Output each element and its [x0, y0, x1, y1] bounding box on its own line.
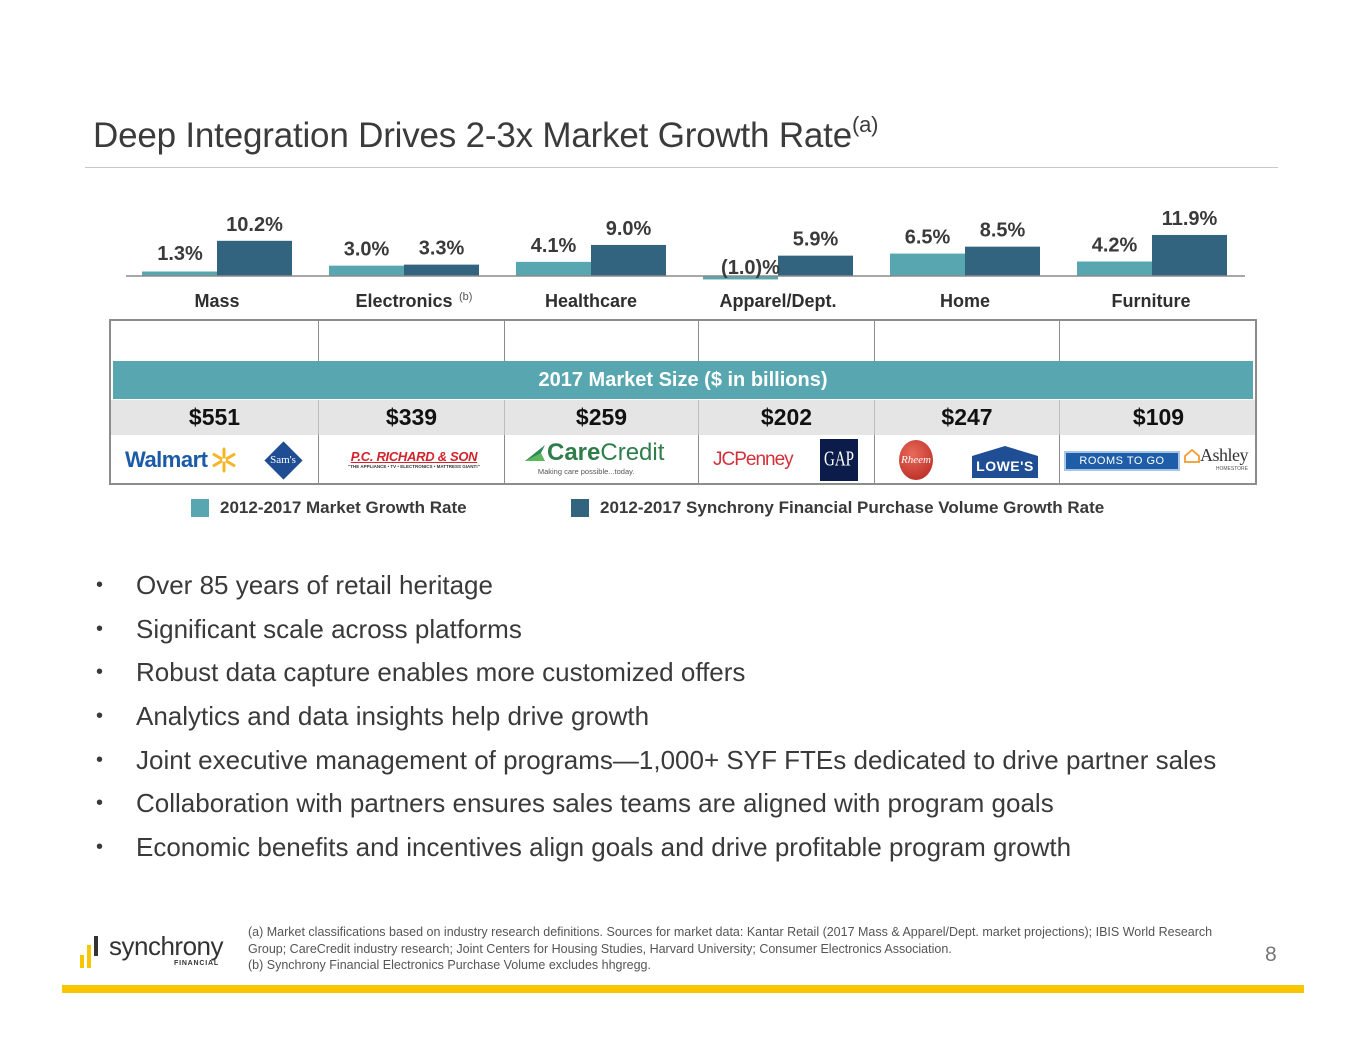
bullet-item: • Robust data capture enables more custom… [96, 653, 1216, 697]
rheem-logo: Rheem [899, 440, 933, 480]
data-label-apparel-dept-market: (1.0)% [721, 257, 780, 279]
legend-label-syf: 2012-2017 Synchrony Financial Purchase V… [600, 498, 1105, 517]
category-footnote-marker: (b) [459, 291, 472, 303]
market-size-apparel: $202 [699, 400, 875, 435]
bar-electronics-market [329, 265, 404, 276]
bullet-item: • Analytics and data insights help drive … [96, 697, 1216, 741]
data-label-home-market: 6.5% [905, 227, 951, 249]
footnote-a: (a) Market classifications based on indu… [248, 925, 1213, 956]
partner-cell-furniture: ROOMS TO GO Ashley HOMESTORE [1060, 435, 1257, 485]
table-header-cell [111, 321, 319, 361]
title-divider [85, 167, 1278, 168]
jcpenney-logo: JCPenney [713, 449, 794, 470]
slide-title: Deep Integration Drives 2-3x Market Grow… [93, 112, 878, 156]
bar-mass-market [142, 271, 217, 276]
category-label-electronics: Electronics [355, 291, 452, 311]
footnotes: (a) Market classifications based on indu… [248, 924, 1228, 974]
table-header-cell [1060, 321, 1257, 361]
category-label-healthcare: Healthcare [545, 291, 637, 311]
bar-home-market [890, 253, 965, 276]
partner-cell-home: Rheem LOWE'S [875, 435, 1060, 485]
walmart-logo: Walmart [125, 447, 237, 473]
partner-cell-electronics: P.C. RICHARD & SON "THE APPLIANCE • TV •… [319, 435, 505, 485]
data-label-electronics-market: 3.0% [344, 239, 390, 261]
bar-furniture-market [1077, 261, 1152, 276]
walmart-spark-icon [212, 447, 236, 473]
synchrony-logo: synchrony FINANCIAL [79, 931, 234, 971]
bullet-item: • Over 85 years of retail heritage [96, 566, 1216, 610]
bullet-item: • Joint executive management of programs—… [96, 741, 1216, 785]
legend-swatch-syf [571, 499, 589, 517]
ashley-house-icon [1184, 448, 1200, 463]
legend-swatch-market [191, 499, 209, 517]
title-footnote-marker: (a) [851, 112, 879, 137]
synchrony-bars-icon [80, 936, 98, 968]
data-label-furniture-market: 4.2% [1092, 235, 1138, 257]
bar-electronics-syf [404, 264, 479, 276]
market-size-band: 2017 Market Size ($ in billions) [113, 361, 1253, 399]
table-header-cell [875, 321, 1060, 361]
partner-cell-healthcare: Care Credit Making care possible...today. [505, 435, 699, 485]
bar-healthcare-market [516, 261, 591, 276]
market-size-row: $551 $339 $259 $202 $247 $109 [111, 400, 1255, 435]
bar-mass-syf [217, 240, 292, 276]
footnote-b: (b) Synchrony Financial Electronics Purc… [248, 958, 651, 972]
bar-furniture-syf [1152, 234, 1227, 276]
market-size-table: 2017 Market Size ($ in billions) $551 $3… [109, 319, 1257, 485]
sams-club-logo: Sam's [263, 440, 303, 480]
data-label-electronics-syf: 3.3% [419, 238, 465, 260]
bar-healthcare-syf [591, 244, 666, 276]
table-header-cell [319, 321, 505, 361]
market-size-furniture: $109 [1132, 404, 1185, 430]
category-label-home: Home [940, 291, 990, 311]
lowes-logo: LOWE'S [972, 444, 1038, 478]
ashley-homestore-logo: Ashley HOMESTORE [1184, 445, 1249, 472]
category-label-mass: Mass [194, 291, 239, 311]
page-number: 8 [1265, 943, 1277, 966]
pc-richard-logo: P.C. RICHARD & SON "THE APPLIANCE • TV •… [348, 449, 480, 469]
bar-apparel-dept-syf [778, 255, 853, 276]
table-header-cell [699, 321, 875, 361]
data-label-apparel-dept-syf: 5.9% [793, 229, 839, 251]
slide-title-text: Deep Integration Drives 2-3x Market Grow… [93, 116, 852, 155]
data-label-healthcare-market: 4.1% [531, 235, 577, 257]
growth-rate-bar-chart: 1.3% 10.2% 3.0% 3.3% 4.1% 9.0% (1.0)% 5.9% 6.5% 8… [126, 208, 1245, 311]
legend-item-market-growth: 2012-2017 Market Growth Rate [191, 498, 467, 518]
bullet-icon: • [96, 574, 104, 596]
bullet-icon: • [96, 617, 104, 640]
rooms-to-go-logo: ROOMS TO GO [1064, 451, 1180, 471]
carecredit-logo: Care Credit Making care possible...today. [523, 439, 664, 476]
market-size-healthcare: $259 [505, 400, 699, 435]
partner-logo-row: Walmart Sam's P.C. RICHARD & SON "THE AP… [111, 435, 1255, 485]
bar-apparel-dept-market [703, 276, 778, 280]
market-size-electronics: $339 [319, 400, 505, 435]
carecredit-leaf-icon [525, 445, 545, 461]
bar-home-syf [965, 246, 1040, 276]
data-label-healthcare-syf: 9.0% [606, 218, 652, 240]
data-label-mass-market: 1.3% [157, 243, 203, 265]
bullet-item: • Collaboration with partners ensures sal… [96, 784, 1216, 828]
table-header-cell [505, 321, 699, 361]
bullet-list: • Over 85 years of retail heritage • Signi… [96, 566, 1216, 872]
bullet-icon: • [96, 748, 104, 771]
legend-item-syf-growth: 2012-2017 Synchrony Financial Purchase V… [571, 498, 1104, 518]
legend-label-market: 2012-2017 Market Growth Rate [220, 498, 467, 517]
bullet-item: • Significant scale across platforms [96, 610, 1216, 654]
data-label-home-syf: 8.5% [980, 220, 1026, 242]
data-label-mass-syf: 10.2% [226, 214, 283, 236]
market-size-home: $247 [875, 400, 1060, 435]
bullet-item: • Economic benefits and incentives align … [96, 828, 1216, 872]
partner-cell-mass: Walmart Sam's [111, 435, 319, 485]
footer-accent-bar [62, 985, 1304, 993]
bullet-icon: • [96, 661, 104, 684]
category-label-furniture: Furniture [1112, 291, 1191, 311]
bullet-icon: • [96, 836, 104, 859]
category-label-apparel-dept: Apparel/Dept. [719, 291, 836, 311]
gap-logo: GAP [820, 439, 858, 481]
bullet-icon: • [96, 705, 104, 728]
partner-cell-apparel: JCPenney GAP [699, 435, 875, 485]
bullet-icon: • [96, 792, 104, 815]
market-size-mass: $551 [111, 400, 319, 435]
data-label-furniture-syf: 11.9% [1162, 208, 1218, 230]
